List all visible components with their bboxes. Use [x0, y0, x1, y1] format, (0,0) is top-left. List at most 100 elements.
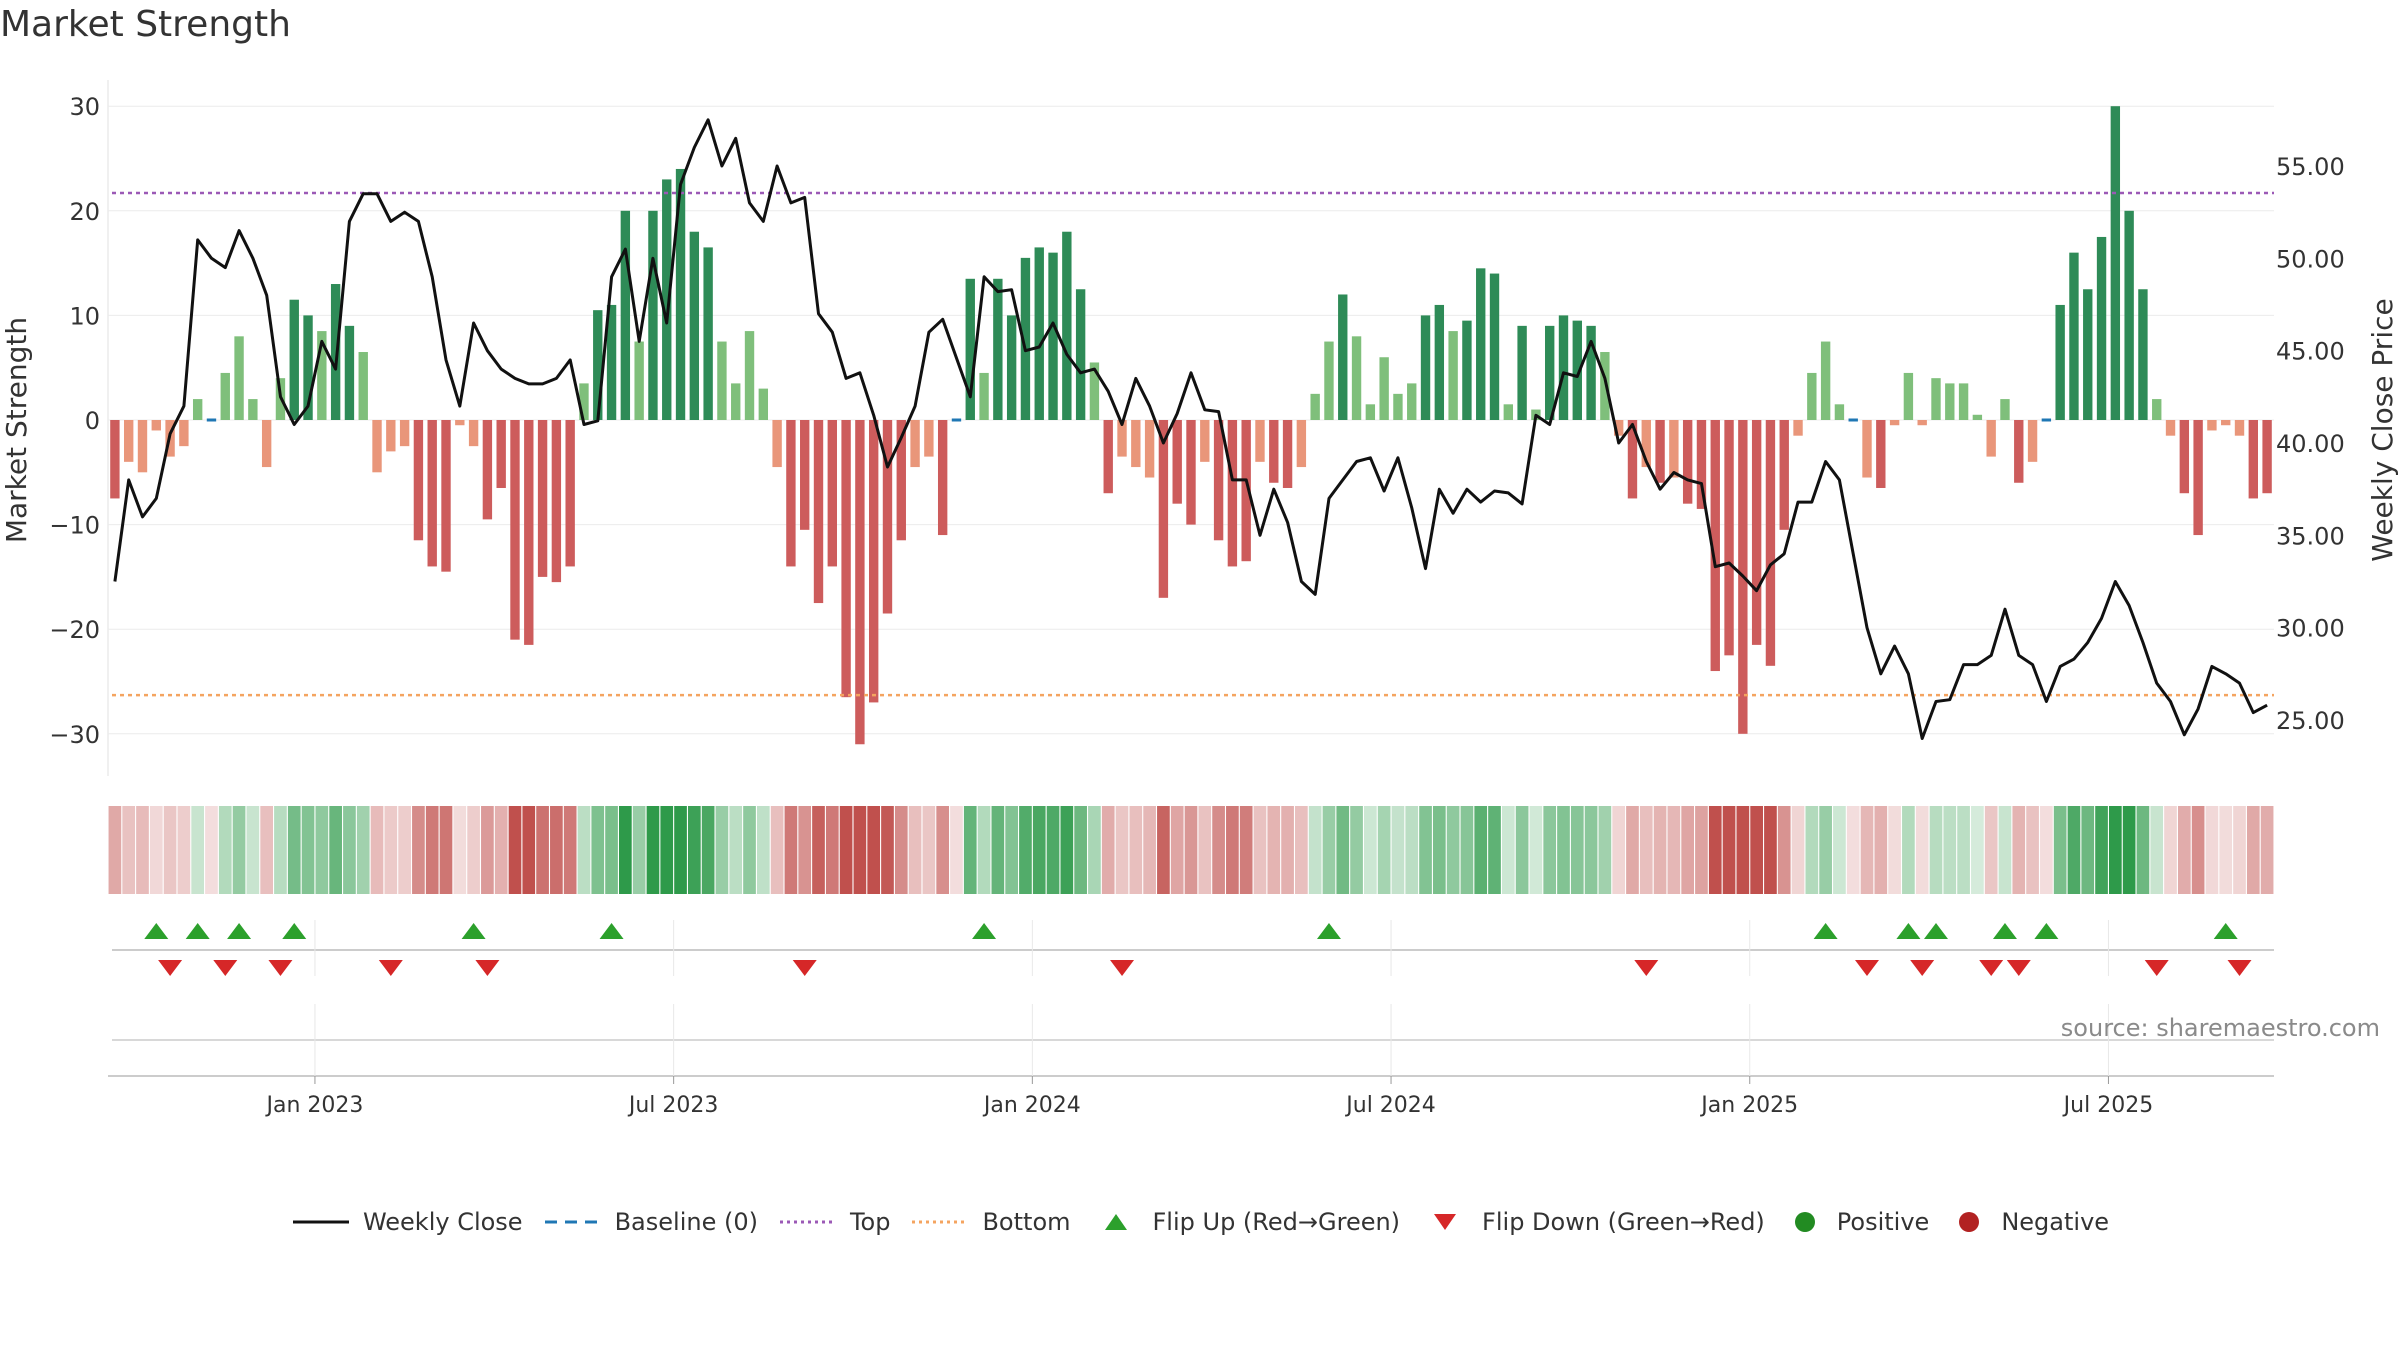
strength-bar	[1807, 372, 1817, 420]
strength-bar	[441, 420, 451, 572]
strength-bar	[1048, 252, 1058, 420]
heat-cell	[963, 806, 977, 894]
strength-bar	[993, 278, 1003, 420]
heat-cell	[315, 806, 329, 894]
strength-bar	[1503, 404, 1514, 420]
strength-bar	[1655, 420, 1665, 483]
strength-bar	[1545, 325, 1555, 420]
strength-bar	[2221, 420, 2231, 426]
heat-cell	[715, 806, 729, 894]
legend-top-swatch	[779, 1220, 836, 1224]
heat-cell	[260, 806, 274, 894]
strength-bar	[1917, 420, 1927, 426]
heat-cell	[1695, 806, 1708, 894]
x-axis-panel: Jan 2023 Jul 2023 Jan 2024 Jul 2024 Jan 2025…	[108, 920, 2274, 1118]
heat-cell	[1819, 806, 1832, 894]
legend-flip-down[interactable]: Flip Down (Green→Red)	[1420, 1208, 1765, 1236]
flip-down-marker	[1855, 960, 1880, 976]
strength-bar	[2138, 289, 2148, 420]
heat-cell	[1419, 806, 1432, 894]
heat-cell	[1957, 806, 1970, 894]
strength-bar	[2124, 210, 2134, 420]
strength-bar	[1420, 315, 1431, 420]
heat-cell	[701, 806, 715, 894]
heat-cell	[1888, 806, 1901, 894]
heat-cell	[2053, 806, 2067, 894]
heat-cell	[2260, 806, 2274, 894]
strength-bar	[882, 420, 893, 614]
y-tick-label-left: −10	[49, 512, 100, 540]
heat-cell	[1295, 806, 1308, 894]
heat-cell	[508, 806, 522, 894]
strength-bar	[1200, 420, 1210, 462]
heat-cell	[1432, 806, 1446, 894]
legend-top[interactable]: Top	[778, 1208, 890, 1236]
strength-bar	[2000, 399, 2010, 420]
strength-bar	[1986, 420, 1996, 457]
strength-bar	[1034, 247, 1044, 420]
heat-cell	[2246, 806, 2260, 894]
heat-cell	[632, 806, 646, 894]
heat-cell	[1708, 806, 1722, 894]
strength-bar	[234, 336, 244, 420]
legend-weekly-close[interactable]: Weekly Close	[291, 1208, 523, 1236]
strength-bar	[330, 284, 341, 420]
heat-cell	[329, 806, 342, 894]
heat-cell	[398, 806, 411, 894]
x-tick-label: Jan 2025	[1699, 1093, 1798, 1118]
flip-up-marker	[1813, 923, 1838, 939]
strength-bar	[1793, 420, 1803, 436]
heat-cell	[660, 806, 674, 894]
strength-bar	[937, 420, 948, 536]
heat-cell	[1212, 806, 1225, 894]
heat-cell	[743, 806, 756, 894]
heat-cell	[1322, 806, 1336, 894]
strength-bar	[1448, 331, 1458, 420]
heat-cell	[2026, 806, 2039, 894]
heat-cell	[1943, 806, 1957, 894]
strength-bar	[1338, 294, 1348, 420]
legend-baseline[interactable]: Baseline (0)	[543, 1208, 758, 1236]
heat-cell	[867, 806, 881, 894]
heat-cell	[812, 806, 825, 894]
legend-positive[interactable]: Positive	[1785, 1208, 1929, 1236]
heat-cell	[729, 806, 743, 894]
strength-bar	[1103, 420, 1113, 494]
heat-cell	[481, 806, 494, 894]
heat-cell	[1736, 806, 1750, 894]
heat-cell	[1239, 806, 1253, 894]
y-tick-label-right: 30.00	[2276, 615, 2345, 643]
legend-flip-up[interactable]: Flip Up (Red→Green)	[1091, 1208, 1400, 1236]
strength-bar	[2110, 106, 2121, 420]
heat-cell	[1101, 806, 1115, 894]
negative-dot-icon	[1959, 1212, 1980, 1232]
positive-dot-icon	[1794, 1212, 1815, 1232]
heat-cell	[1170, 806, 1184, 894]
strength-bar	[1931, 378, 1941, 420]
strength-bar	[717, 341, 727, 420]
main-panel: 30 20 10 0 −10 −20 −30 55.00 50.00 45.00 40.00 35.0…	[49, 80, 2345, 776]
strength-bar	[482, 420, 493, 520]
heat-cell	[2191, 806, 2205, 894]
legend-negative[interactable]: Negative	[1949, 1208, 2109, 1236]
strength-bar	[303, 315, 313, 420]
y-tick-label-left: −20	[49, 616, 100, 644]
heat-cell	[1157, 806, 1170, 894]
baseline-marker	[951, 418, 962, 422]
strength-bar	[124, 420, 134, 462]
x-tick-label: Jan 2024	[982, 1093, 1081, 1118]
strength-bar	[703, 247, 713, 420]
legend-baseline-label: Baseline (0)	[614, 1208, 758, 1236]
heat-cell	[1032, 806, 1046, 894]
strength-bar	[1820, 341, 1831, 420]
heat-cell	[467, 806, 480, 894]
strength-bar	[2152, 399, 2162, 420]
strength-bar	[1351, 336, 1362, 420]
heat-cell	[550, 806, 563, 894]
heat-cell	[756, 806, 770, 894]
heat-cell	[453, 806, 467, 894]
legend-bottom[interactable]: Bottom	[910, 1208, 1071, 1236]
strength-bar	[1600, 352, 1610, 420]
heat-cell	[1915, 806, 1929, 894]
heat-cell	[1971, 806, 1984, 894]
